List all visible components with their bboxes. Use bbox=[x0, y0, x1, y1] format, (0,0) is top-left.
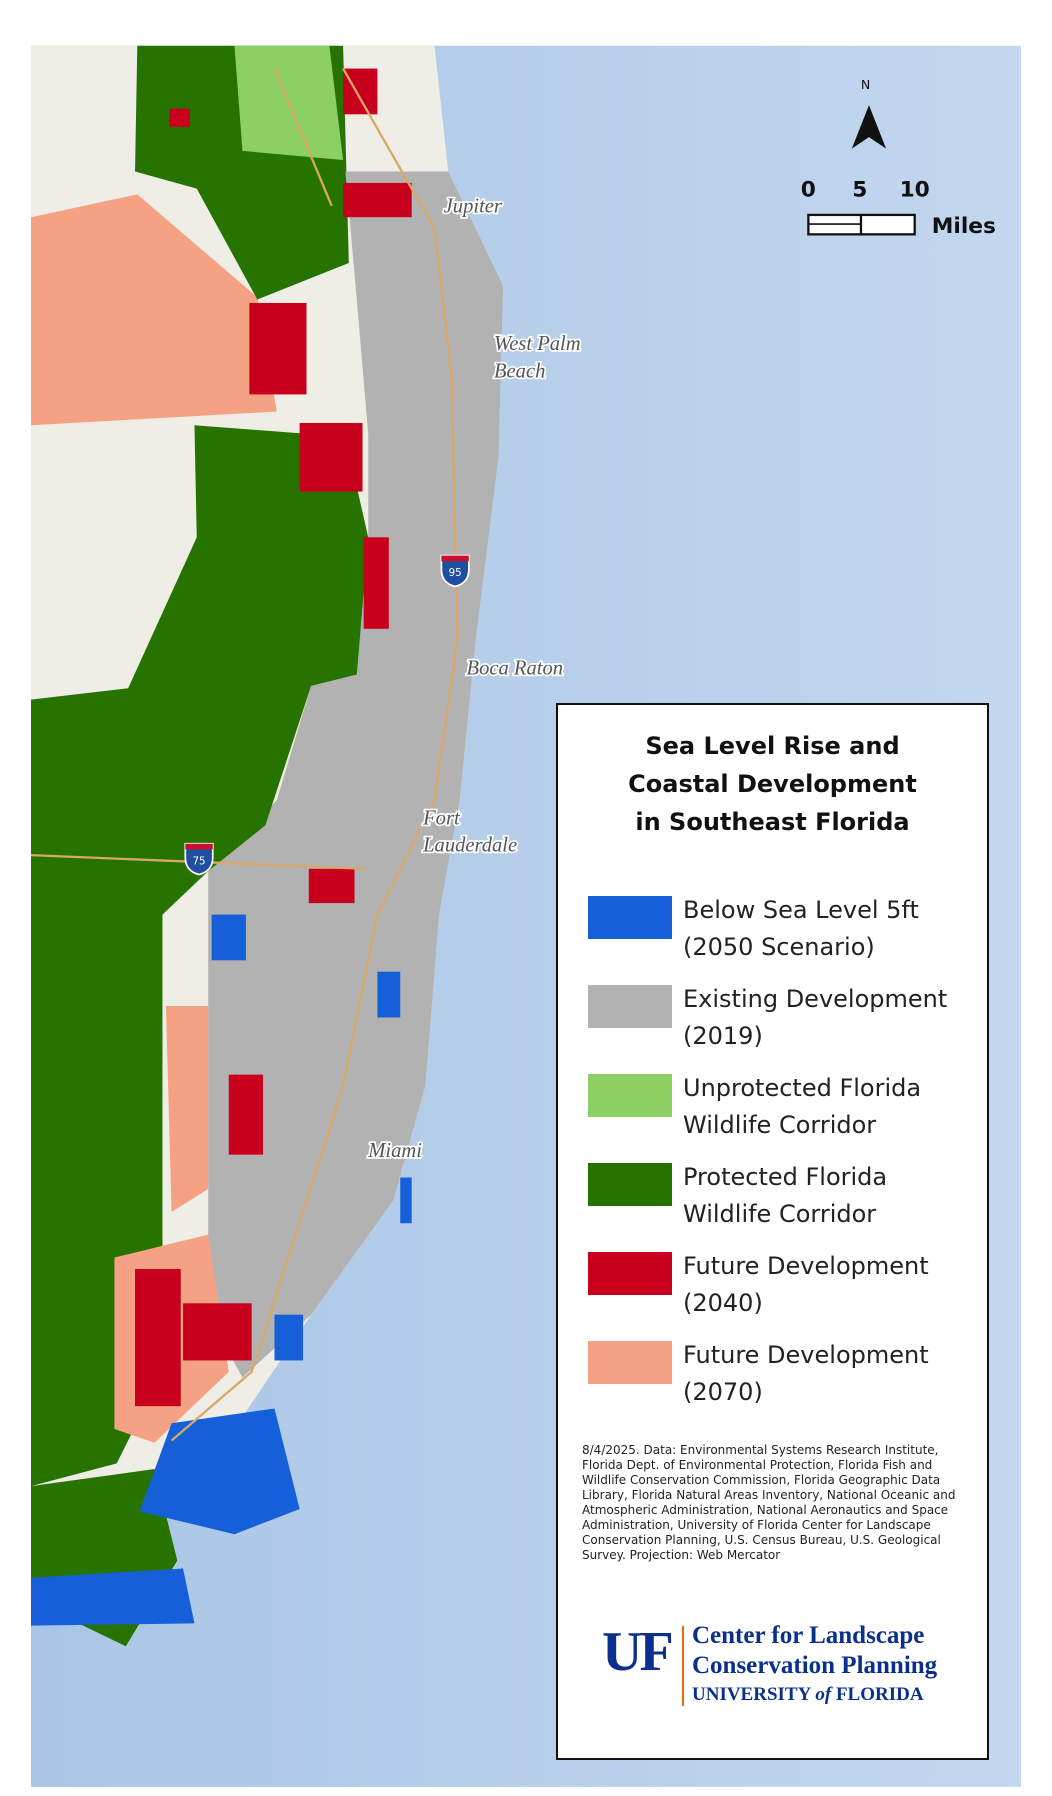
city-label: Beach bbox=[494, 360, 545, 382]
highway-label: 95 bbox=[449, 567, 462, 579]
logo-divider bbox=[682, 1626, 684, 1706]
future-2070-area bbox=[165, 1006, 209, 1212]
city-labels: Jupiter West Palm Beach Boca Raton Fort Laude… bbox=[366, 194, 583, 1164]
legend-label-line: Future Development bbox=[683, 1252, 929, 1280]
legend-swatch bbox=[588, 985, 672, 1028]
below-sea-level-areas bbox=[30, 914, 412, 1626]
legend-title-line: in Southeast Florida bbox=[635, 808, 910, 836]
logo-mark: UF bbox=[602, 1621, 674, 1683]
legend-label: Unprotected Florida Wildlife Corridor bbox=[683, 1070, 921, 1144]
logo-line: Center for Landscape bbox=[692, 1622, 925, 1649]
future-2040-areas bbox=[135, 68, 412, 1407]
legend-swatch bbox=[588, 1341, 672, 1384]
credits: 8/4/2025. Data: Environmental Systems Re… bbox=[582, 1443, 956, 1562]
legend-label-line: Protected Florida bbox=[683, 1163, 888, 1191]
legend-title-line: Coastal Development bbox=[628, 770, 917, 798]
road bbox=[170, 68, 459, 1442]
below-sea-level-patch bbox=[400, 1177, 412, 1224]
below-sea-level-patch bbox=[30, 1568, 195, 1626]
below-sea-level-patch bbox=[139, 1408, 300, 1535]
scale-tick-label: 10 bbox=[900, 178, 930, 203]
scale-labels: 0 5 10 bbox=[801, 178, 930, 203]
legend-label: Existing Development (2019) bbox=[683, 981, 947, 1055]
legend-label: Future Development (2070) bbox=[683, 1337, 929, 1411]
legend-label: Future Development (2040) bbox=[683, 1248, 929, 1322]
logo: UF Center for Landscape Conservation Pla… bbox=[602, 1620, 962, 1720]
legend-label: Protected Florida Wildlife Corridor bbox=[683, 1159, 887, 1233]
legend: Sea Level Rise and Coastal Development in … bbox=[556, 703, 989, 1760]
legend-label-line: Wildlife Corridor bbox=[683, 1200, 877, 1228]
shield-top bbox=[185, 843, 213, 850]
legend-label-line: (2040) bbox=[683, 1289, 763, 1317]
highway-label: 75 bbox=[192, 855, 205, 867]
future-2040-patch bbox=[183, 1303, 252, 1361]
shield bbox=[440, 554, 470, 588]
legend-label-line: Below Sea Level 5ft bbox=[683, 896, 919, 924]
legend-label-line: (2019) bbox=[683, 1022, 763, 1050]
logo-word: of bbox=[815, 1684, 832, 1705]
shield-top bbox=[441, 555, 469, 562]
legend-label-line: (2070) bbox=[683, 1378, 763, 1406]
future-2070-area bbox=[30, 194, 277, 426]
city-label: Miami bbox=[367, 1140, 422, 1162]
logo-word: FLORIDA bbox=[835, 1684, 924, 1705]
legend-label-line: Future Development bbox=[683, 1341, 929, 1369]
city-label: West Palm bbox=[494, 333, 581, 355]
protected-area bbox=[30, 425, 369, 1487]
future-2040-patch bbox=[363, 537, 389, 629]
shield bbox=[184, 842, 214, 876]
legend-label-line: Existing Development bbox=[683, 985, 948, 1013]
city-label: Boca Raton bbox=[467, 658, 564, 680]
legend-label-line: (2050 Scenario) bbox=[683, 933, 875, 961]
legend-label-line: Unprotected Florida bbox=[683, 1074, 922, 1102]
future-2040-patch bbox=[343, 182, 412, 218]
future-2040-patch bbox=[169, 108, 190, 127]
below-sea-level-patch bbox=[211, 914, 246, 961]
scale-tick-label: 0 bbox=[801, 178, 816, 203]
legend-label: Below Sea Level 5ft (2050 Scenario) bbox=[683, 892, 919, 966]
highway-shields: 95 75 bbox=[184, 554, 470, 876]
legend-title: Sea Level Rise and Coastal Development in … bbox=[558, 727, 987, 841]
below-sea-level-patch bbox=[377, 971, 401, 1018]
future-2040-patch bbox=[299, 422, 363, 492]
future-2040-patch bbox=[308, 868, 355, 904]
city-label: Lauderdale bbox=[422, 835, 517, 857]
legend-swatch bbox=[588, 1252, 672, 1295]
north-arrow bbox=[851, 105, 887, 149]
legend-label-line: Wildlife Corridor bbox=[683, 1111, 877, 1139]
future-2040-patch bbox=[249, 302, 307, 395]
logo-university: UNIVERSITY of FLORIDA bbox=[692, 1684, 924, 1706]
logo-word: UNIVERSITY bbox=[692, 1684, 811, 1705]
logo-line: Conservation Planning bbox=[692, 1652, 938, 1679]
legend-title-line: Sea Level Rise and bbox=[645, 732, 900, 760]
legend-swatch bbox=[588, 1163, 672, 1206]
legend-swatch bbox=[588, 896, 672, 939]
city-label: Jupiter bbox=[444, 196, 503, 218]
scale-tick-label: 5 bbox=[852, 178, 867, 203]
scale-unit: Miles bbox=[932, 214, 996, 239]
future-2040-patch bbox=[228, 1074, 264, 1155]
future-2040-patch bbox=[135, 1268, 181, 1407]
future-2040-patch bbox=[343, 68, 378, 115]
road bbox=[273, 68, 333, 207]
city-label: Fort bbox=[422, 807, 461, 829]
existing-development bbox=[208, 171, 504, 1378]
below-sea-level-patch bbox=[274, 1314, 304, 1361]
legend-swatch bbox=[588, 1074, 672, 1117]
north-label: N bbox=[861, 77, 870, 92]
